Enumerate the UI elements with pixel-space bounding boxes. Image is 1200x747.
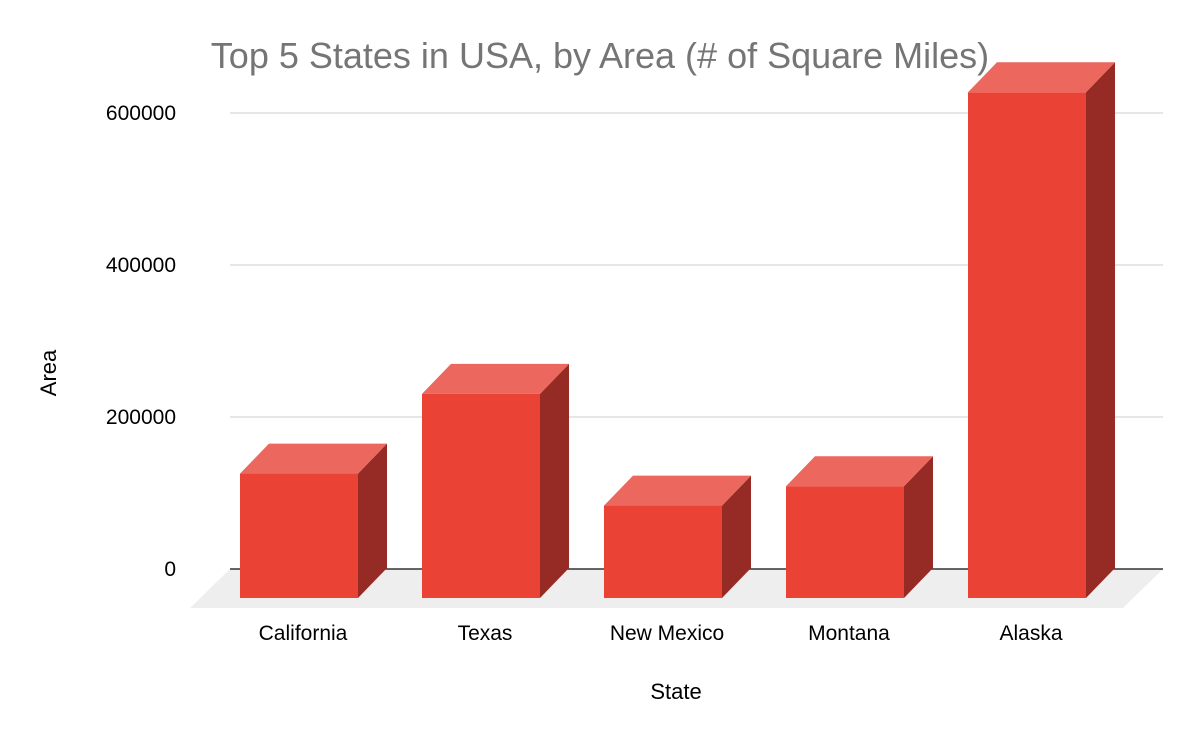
x-tick-label: New Mexico (610, 622, 724, 645)
y-axis-label: Area (36, 349, 61, 396)
bar-side-face (540, 363, 569, 598)
bar-alaska (968, 62, 1115, 598)
y-tick-label: 0 (164, 558, 176, 581)
x-tick-label: Texas (458, 622, 513, 645)
bar-front-face (422, 393, 540, 598)
bar-texas (422, 363, 569, 598)
bar-top-face (968, 62, 1115, 93)
bar-side-face (1086, 62, 1115, 598)
bar-california (240, 443, 387, 598)
bar-montana (786, 456, 933, 598)
bar-front-face (240, 473, 358, 598)
x-tick-label: Alaska (999, 622, 1062, 645)
x-tick-label: Montana (808, 622, 890, 645)
bar-top-face (422, 363, 569, 394)
y-axis-ticks: 0 200000 400000 600000 (106, 102, 176, 581)
bar-front-face (968, 92, 1086, 598)
bar-front-face (604, 505, 722, 598)
y-tick-label: 400000 (106, 254, 176, 277)
bar-top-face (240, 443, 387, 474)
bar-new-mexico (604, 475, 751, 598)
chart-title: Top 5 States in USA, by Area (# of Squar… (211, 35, 989, 76)
bars (240, 62, 1115, 598)
bar-side-face (358, 443, 387, 598)
y-tick-label: 200000 (106, 406, 176, 429)
bar-side-face (904, 456, 933, 598)
bar-top-face (604, 475, 751, 506)
x-tick-label: California (259, 622, 348, 645)
bar-side-face (722, 475, 751, 598)
x-axis-label: State (650, 679, 701, 704)
y-tick-label: 600000 (106, 102, 176, 125)
bar-front-face (786, 486, 904, 598)
bar-top-face (786, 456, 933, 487)
x-axis-ticks: California Texas New Mexico Montana Alaska (259, 622, 1063, 645)
